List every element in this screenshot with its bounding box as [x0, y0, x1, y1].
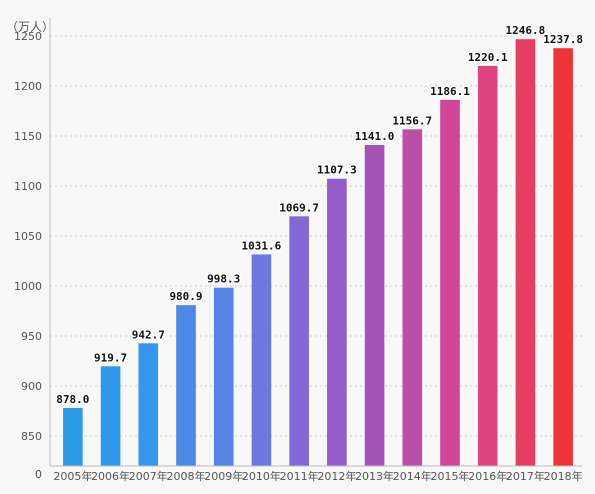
x-tick-label: 2008年 [167, 469, 206, 483]
bar-value-label: 1156.7 [392, 114, 432, 127]
x-tick-label: 2015年 [431, 469, 470, 483]
bar-value-label: 1246.8 [506, 24, 546, 37]
bar [402, 129, 423, 467]
bar [213, 287, 234, 466]
bar [515, 39, 536, 466]
bar [138, 343, 159, 466]
y-tick-label: 950 [21, 330, 42, 343]
bar-value-label: 1186.1 [430, 85, 470, 98]
x-tick-label: 2010年 [242, 469, 281, 483]
bar-value-label: 980.9 [169, 290, 202, 303]
bar-value-label: 1107.3 [317, 164, 357, 177]
x-tick-label: 2007年 [129, 469, 168, 483]
y-axis-base-label: 0 [35, 468, 42, 481]
gridlines [50, 35, 582, 437]
y-tick-label: 1000 [14, 280, 42, 293]
y-tick-label: 1250 [14, 30, 42, 43]
bar-value-label: 1220.1 [468, 51, 508, 64]
bar [553, 48, 573, 466]
bar-value-label: 1031.6 [242, 239, 282, 252]
bar [100, 366, 121, 466]
bar [327, 178, 347, 466]
x-tick-label: 2011年 [280, 469, 319, 483]
bar [176, 305, 196, 466]
y-tick-label: 1050 [14, 230, 42, 243]
bar-value-label: 1141.0 [355, 130, 395, 143]
data-labels: 878.0 919.7 942.7 980.9 998.3 1031.6 1069.7 110… [55, 23, 585, 408]
bar-value-label: 878.0 [56, 393, 89, 406]
bar [251, 254, 272, 466]
x-tick-label: 2006年 [91, 469, 130, 483]
x-tick-label: 2017年 [506, 469, 545, 483]
bar-value-label: 1237.8 [543, 33, 583, 46]
bar-value-label: 998.3 [207, 273, 240, 286]
y-axis-unit-label: （万人） [6, 20, 54, 34]
bar-value-label: 1069.7 [279, 201, 319, 214]
x-tick-label: 2014年 [393, 469, 432, 483]
y-tick-label: 1100 [14, 180, 42, 193]
y-tick-label: 1200 [14, 80, 42, 93]
y-tick-label: 850 [21, 430, 42, 443]
x-tick-label: 2009年 [204, 469, 243, 483]
bar-value-label: 919.7 [94, 351, 127, 364]
x-tick-label: 2016年 [468, 469, 507, 483]
bars [63, 39, 573, 467]
x-tick-label: 2013年 [355, 469, 394, 483]
y-axis-ticks: 850 900 950 1000 1050 1100 1150 1200 1250 [14, 30, 42, 443]
bar-value-label: 942.7 [132, 328, 165, 341]
bar [289, 216, 309, 466]
bar [63, 408, 83, 466]
x-tick-label: 2005年 [53, 469, 92, 483]
x-tick-label: 2018年 [544, 469, 583, 483]
y-tick-label: 900 [21, 380, 42, 393]
bar [364, 145, 385, 466]
x-axis-ticks: 2005年2006年2007年2008年2009年2010年2011年2012年… [53, 469, 582, 483]
bar [477, 65, 498, 467]
y-tick-label: 1150 [14, 130, 42, 143]
x-tick-label: 2012年 [317, 469, 356, 483]
bar [440, 99, 460, 467]
